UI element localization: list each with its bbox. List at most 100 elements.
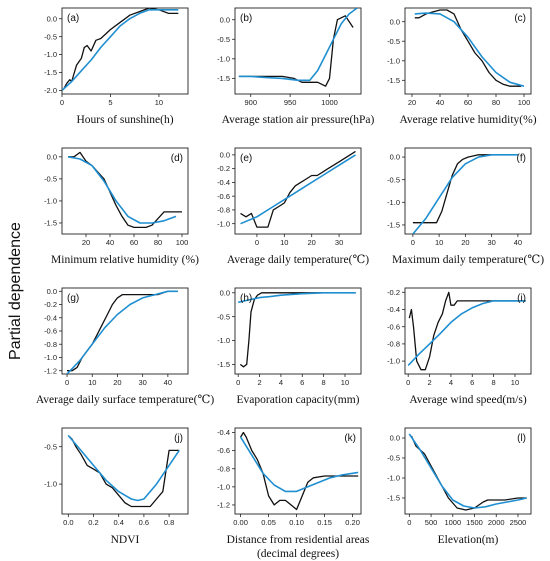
observed-line bbox=[68, 151, 182, 229]
panel-tag: (c) bbox=[514, 13, 526, 24]
x-tick-label: 0 bbox=[406, 378, 410, 387]
y-tick-label: -1.0 bbox=[387, 56, 400, 65]
x-tick-label: 5 bbox=[108, 98, 112, 107]
x-tick-label: 80 bbox=[492, 98, 500, 107]
y-tick-label: -0.5 bbox=[387, 175, 400, 184]
x-tick-label: 30 bbox=[335, 238, 343, 247]
panel-tag: (k) bbox=[344, 433, 356, 444]
x-tick-label: 0 bbox=[60, 98, 64, 107]
smoothed-fit-line bbox=[408, 433, 527, 509]
x-tick-label: 100 bbox=[176, 238, 189, 247]
y-tick-label: -0.6 bbox=[387, 322, 400, 331]
x-tick-label: 40 bbox=[164, 378, 172, 387]
x-tick-label: 0.4 bbox=[113, 518, 123, 527]
y-tick-label: -0.5 bbox=[44, 32, 57, 41]
y-tick-label: -0.8 bbox=[387, 340, 400, 349]
y-tick-label: -0.5 bbox=[44, 442, 57, 451]
x-tick-label: 2500 bbox=[510, 518, 527, 527]
y-tick-label: 0.0 bbox=[220, 150, 230, 159]
panel-g: 0 10 20 30 40 -1.2 -1.0 -0.8 -0.6 -0.4 -0.2 0.0 (g) A… bbox=[36, 287, 215, 406]
x-axis-label-line2: (decimal degrees) bbox=[257, 548, 339, 560]
smoothed-fit-line bbox=[66, 290, 178, 374]
y-tick-label: -1.2 bbox=[217, 501, 230, 510]
x-tick-label: 80 bbox=[154, 238, 162, 247]
y-tick-label: -1.5 bbox=[387, 221, 400, 230]
y-tick-label: -1.5 bbox=[217, 74, 230, 83]
y-tick-label: -0.4 bbox=[44, 313, 57, 322]
x-axis-label: Hours of sunshine(h) bbox=[76, 114, 173, 126]
y-tick-label: -0.5 bbox=[217, 312, 230, 321]
y-tick-label: -0.5 bbox=[44, 174, 57, 183]
y-tick-label: -1.0 bbox=[217, 482, 230, 491]
panel-e: 0 10 20 30 -1.0 -0.8 -0.6 -0.4 -0.2 0.0 (e) Average… bbox=[217, 147, 369, 266]
smoothed-fit-line bbox=[412, 154, 518, 234]
x-tick-label: 100 bbox=[518, 98, 531, 107]
y-tick-label: -0.8 bbox=[217, 464, 230, 473]
x-tick-label: 6 bbox=[300, 378, 304, 387]
x-tick-label: 40 bbox=[436, 98, 444, 107]
x-axis-label: Distance from residential areas bbox=[227, 534, 370, 546]
observed-line bbox=[63, 8, 179, 89]
x-tick-label: 20 bbox=[82, 238, 90, 247]
x-axis-label: Maximum daily temperature(℃) bbox=[392, 254, 544, 266]
x-tick-label: 6 bbox=[470, 378, 474, 387]
panel-tag: (l) bbox=[517, 433, 526, 444]
x-tick-label: 0.00 bbox=[233, 518, 248, 527]
panel-tag: (a) bbox=[67, 13, 79, 24]
y-tick-label: 0.0 bbox=[47, 14, 57, 23]
x-tick-label: 0 bbox=[236, 378, 240, 387]
panel-f: 0 10 20 30 40 -1.5 -1.0 -0.5 0.0 (f) Maximum daily… bbox=[387, 147, 544, 266]
x-tick-label: 0 bbox=[255, 238, 259, 247]
y-tick-label: -1.0 bbox=[44, 480, 57, 489]
x-tick-label: 1000 bbox=[321, 98, 338, 107]
observed-line bbox=[67, 290, 178, 372]
y-tick-label: -0.6 bbox=[44, 327, 57, 336]
panel-tag: (b) bbox=[240, 13, 252, 24]
x-tick-label: 1500 bbox=[466, 518, 483, 527]
y-tick-label: 0.0 bbox=[390, 153, 400, 162]
x-tick-label: 0 bbox=[65, 378, 69, 387]
panel-tag: (d) bbox=[171, 153, 183, 164]
y-tick-label: -1.5 bbox=[44, 68, 57, 77]
x-axis-label: Average station air pressure(hPa) bbox=[222, 114, 375, 126]
x-tick-label: 0.0 bbox=[63, 518, 73, 527]
x-tick-label: 30 bbox=[138, 378, 146, 387]
y-tick-label: -0.8 bbox=[217, 206, 230, 215]
observed-line bbox=[240, 150, 356, 228]
panel-tag: (i) bbox=[517, 293, 526, 304]
plot-frame bbox=[404, 147, 532, 235]
x-tick-label: 20 bbox=[113, 378, 121, 387]
x-tick-label: 40 bbox=[514, 238, 522, 247]
x-tick-label: 8 bbox=[492, 378, 496, 387]
x-tick-label: 4 bbox=[449, 378, 453, 387]
plot-frame bbox=[404, 7, 532, 95]
y-tick-label: -1.5 bbox=[387, 76, 400, 85]
plot-frame bbox=[61, 7, 189, 95]
smoothed-fit-line bbox=[240, 154, 356, 225]
smoothed-fit-line bbox=[67, 434, 180, 502]
y-tick-label: -1.5 bbox=[387, 494, 400, 503]
x-tick-label: 0.2 bbox=[88, 518, 98, 527]
y-tick-label: 0.0 bbox=[47, 152, 57, 161]
x-tick-label: 2000 bbox=[488, 518, 505, 527]
x-tick-label: 2 bbox=[427, 378, 431, 387]
x-axis-label: Evaporation capacity(mm) bbox=[237, 394, 360, 406]
panel-tag: (e) bbox=[240, 153, 252, 164]
y-tick-label: -0.5 bbox=[387, 37, 400, 46]
y-tick-label: 0.0 bbox=[390, 17, 400, 26]
observed-line bbox=[67, 435, 180, 508]
y-tick-label: -0.4 bbox=[217, 428, 230, 437]
plot-frame bbox=[61, 427, 189, 515]
x-tick-label: 0.10 bbox=[289, 518, 304, 527]
x-tick-label: 10 bbox=[280, 238, 288, 247]
observed-line bbox=[238, 15, 354, 87]
y-tick-label: -1.0 bbox=[217, 219, 230, 228]
plot-frame bbox=[234, 287, 362, 375]
x-tick-label: 30 bbox=[487, 238, 495, 247]
x-axis-label: Average daily surface temperature(℃) bbox=[36, 394, 215, 406]
panel-tag: (j) bbox=[174, 433, 183, 444]
y-tick-label: -0.2 bbox=[387, 288, 400, 297]
x-tick-label: 10 bbox=[435, 238, 443, 247]
y-tick-label: -1.2 bbox=[44, 366, 57, 375]
